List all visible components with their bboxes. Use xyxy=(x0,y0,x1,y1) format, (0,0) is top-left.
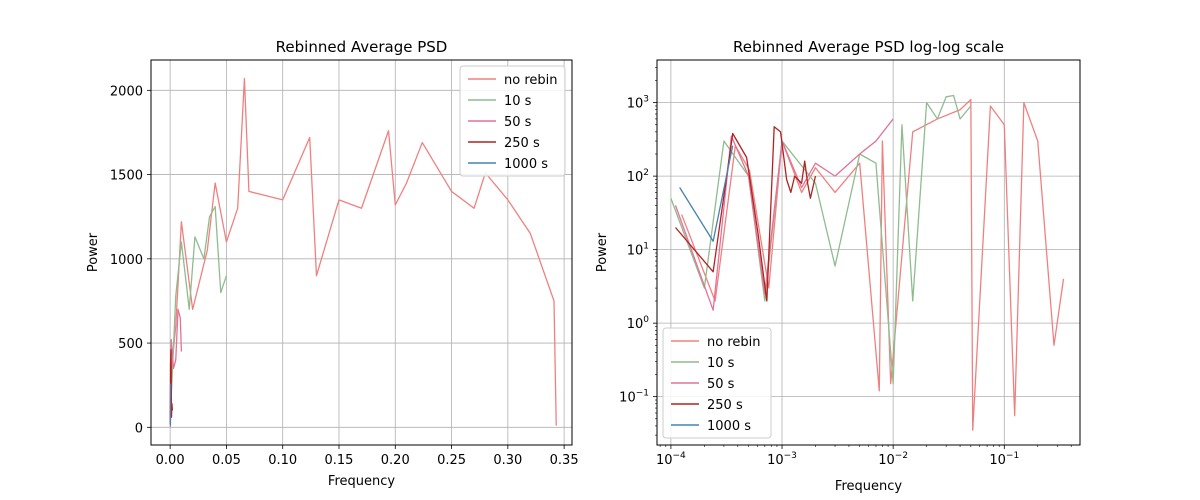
y-tick-label: 0 xyxy=(135,421,143,436)
x-tick-label: 10−1 xyxy=(989,451,1019,468)
x-tick-label: 10−4 xyxy=(656,451,686,468)
x-axis-label: Frequency xyxy=(835,479,902,494)
y-tick-label: 2000 xyxy=(110,84,143,99)
x-tick-label: 10−2 xyxy=(878,451,908,468)
x-tick-label: 0.15 xyxy=(325,453,354,468)
legend-label: 1000 s xyxy=(707,419,751,434)
y-tick-label: 101 xyxy=(627,242,649,259)
y-tick-label: 102 xyxy=(627,168,649,185)
series-lines xyxy=(670,94,1065,431)
legend-box xyxy=(662,327,772,439)
x-axis-label: Frequency xyxy=(328,474,395,489)
y-axis-label: Power xyxy=(86,232,101,272)
legend-label: 1000 s xyxy=(504,157,548,172)
legend-label: 250 s xyxy=(504,136,540,151)
chart-title: Rebinned Average PSD xyxy=(276,38,448,56)
y-tick-label: 500 xyxy=(118,337,143,352)
y-tick-label: 1000 xyxy=(110,253,143,268)
series-line xyxy=(169,77,557,426)
legend-label: 50 s xyxy=(707,377,735,392)
y-tick-label: 10−1 xyxy=(619,389,649,406)
log-log-psd-chart: 10−4 10−3 10−2 10−1 10−1 100 101 102 103 Rebinne… xyxy=(595,38,1081,494)
x-tick-label: 0.05 xyxy=(212,453,241,468)
tick-marks: 0.00 0.05 0.10 0.15 0.20 0.25 0.30 0.35 0 500 1000… xyxy=(110,84,579,468)
series-line xyxy=(674,126,817,302)
x-tick-label: 0.10 xyxy=(268,453,297,468)
legend: no rebin 10 s 50 s 250 s 1000 s xyxy=(662,327,772,439)
series-lines xyxy=(169,77,557,427)
tick-marks: 10−4 10−3 10−2 10−1 10−1 100 101 102 103 xyxy=(619,67,1072,468)
y-tick-label: 103 xyxy=(627,95,649,112)
legend-label: 10 s xyxy=(504,94,532,109)
linear-psd-chart: 0.00 0.05 0.10 0.15 0.20 0.25 0.30 0.35 0 500 1000… xyxy=(86,38,579,489)
legend-label: no rebin xyxy=(504,73,558,88)
series-line xyxy=(169,349,174,424)
x-tick-label: 0.25 xyxy=(437,453,466,468)
legend-label: 50 s xyxy=(504,115,532,130)
chart-title: Rebinned Average PSD log-log scale xyxy=(733,38,1004,56)
x-tick-label: 0.00 xyxy=(156,453,185,468)
series-line xyxy=(169,308,183,427)
series-line xyxy=(169,205,228,419)
legend: no rebin 10 s 50 s 250 s 1000 s xyxy=(459,65,566,177)
legend-box xyxy=(459,65,566,177)
plot-frame xyxy=(150,59,573,446)
y-axis-label: Power xyxy=(595,232,610,272)
series-line xyxy=(681,98,1065,431)
series-line xyxy=(679,145,734,242)
x-tick-label: 10−3 xyxy=(767,451,797,468)
legend-label: 250 s xyxy=(707,398,743,413)
legend-label: no rebin xyxy=(707,335,761,350)
x-tick-label: 0.35 xyxy=(550,453,579,468)
y-tick-label: 1500 xyxy=(110,169,143,184)
y-tick-label: 100 xyxy=(627,315,650,332)
x-tick-label: 0.30 xyxy=(493,453,522,468)
x-tick-label: 0.20 xyxy=(381,453,410,468)
legend-label: 10 s xyxy=(707,356,735,371)
